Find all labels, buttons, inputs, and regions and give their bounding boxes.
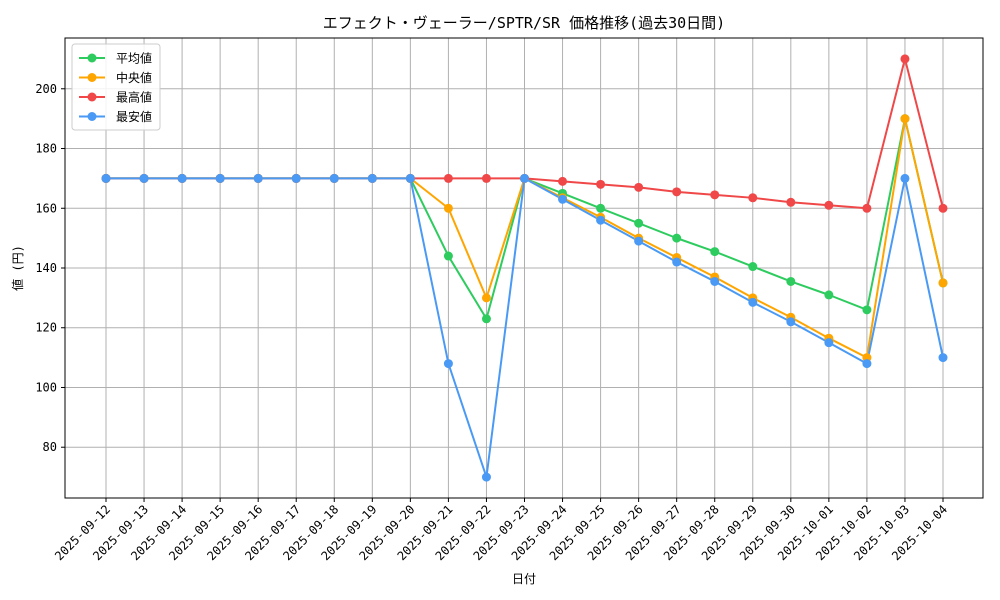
data-point-2 bbox=[443, 173, 453, 183]
legend-marker bbox=[87, 92, 97, 102]
data-point-0 bbox=[634, 218, 644, 228]
data-point-2 bbox=[786, 197, 796, 207]
data-point-3 bbox=[177, 173, 187, 183]
grid bbox=[65, 38, 983, 498]
chart-title: エフェクト・ヴェーラー/SPTR/SR 価格推移(過去30日間) bbox=[323, 14, 725, 32]
data-point-3 bbox=[215, 173, 225, 183]
data-point-3 bbox=[329, 173, 339, 183]
data-point-2 bbox=[862, 203, 872, 213]
data-point-1 bbox=[900, 114, 910, 124]
data-point-3 bbox=[481, 472, 491, 482]
y-tick-label: 120 bbox=[35, 321, 57, 335]
legend-marker bbox=[87, 112, 97, 121]
data-point-3 bbox=[291, 173, 301, 183]
data-point-0 bbox=[824, 290, 834, 300]
data-point-3 bbox=[405, 173, 415, 183]
legend-label: 最安値 bbox=[116, 109, 152, 124]
data-point-2 bbox=[938, 203, 948, 213]
y-tick-label: 200 bbox=[35, 82, 57, 96]
y-tick-label: 140 bbox=[35, 261, 57, 275]
series-points bbox=[101, 54, 948, 482]
data-point-3 bbox=[101, 173, 111, 183]
y-axis-ticks: 80 100 120 140 160 180 200 bbox=[35, 82, 65, 454]
data-point-3 bbox=[634, 236, 644, 246]
data-point-3 bbox=[786, 317, 796, 327]
data-point-3 bbox=[938, 353, 948, 363]
data-point-0 bbox=[596, 203, 606, 213]
y-axis-label: 値 (円) bbox=[10, 245, 25, 291]
data-point-0 bbox=[862, 305, 872, 315]
data-point-2 bbox=[824, 200, 834, 210]
data-point-0 bbox=[748, 262, 758, 272]
x-axis-label: 日付 bbox=[512, 572, 536, 586]
y-tick-label: 80 bbox=[43, 440, 57, 454]
data-point-2 bbox=[481, 173, 491, 183]
data-point-1 bbox=[443, 203, 453, 213]
data-point-2 bbox=[710, 190, 720, 200]
legend-label: 平均値 bbox=[116, 51, 152, 66]
data-point-2 bbox=[634, 182, 644, 192]
data-point-1 bbox=[481, 293, 491, 303]
data-point-0 bbox=[786, 276, 796, 286]
data-point-3 bbox=[139, 173, 149, 183]
legend-marker bbox=[87, 53, 97, 63]
data-point-3 bbox=[596, 215, 606, 225]
data-point-2 bbox=[748, 193, 758, 203]
data-point-3 bbox=[672, 257, 682, 267]
data-point-3 bbox=[862, 359, 872, 369]
data-point-2 bbox=[596, 179, 606, 189]
legend-box bbox=[71, 43, 161, 131]
data-point-3 bbox=[520, 173, 529, 183]
y-tick-label: 160 bbox=[35, 201, 57, 215]
y-tick-label: 180 bbox=[35, 142, 57, 156]
data-point-0 bbox=[672, 233, 682, 243]
data-point-2 bbox=[900, 54, 910, 64]
legend-label: 最高値 bbox=[116, 90, 152, 105]
legend-label: 中央値 bbox=[116, 70, 152, 85]
data-point-3 bbox=[900, 173, 910, 183]
x-axis-ticks: 2025-09-122025-09-132025-09-142025-09-15… bbox=[52, 498, 950, 563]
data-point-0 bbox=[481, 314, 491, 324]
legend-marker bbox=[87, 73, 97, 82]
data-point-3 bbox=[253, 173, 263, 183]
data-point-0 bbox=[443, 251, 453, 261]
data-point-2 bbox=[672, 187, 682, 197]
data-point-0 bbox=[710, 247, 720, 257]
data-point-1 bbox=[938, 278, 948, 288]
data-point-3 bbox=[710, 276, 720, 286]
y-tick-label: 100 bbox=[35, 380, 57, 394]
data-point-3 bbox=[558, 194, 568, 204]
data-point-3 bbox=[367, 173, 377, 183]
data-point-3 bbox=[443, 359, 453, 369]
data-point-2 bbox=[558, 176, 568, 186]
data-point-3 bbox=[824, 338, 834, 348]
data-point-3 bbox=[748, 297, 758, 307]
